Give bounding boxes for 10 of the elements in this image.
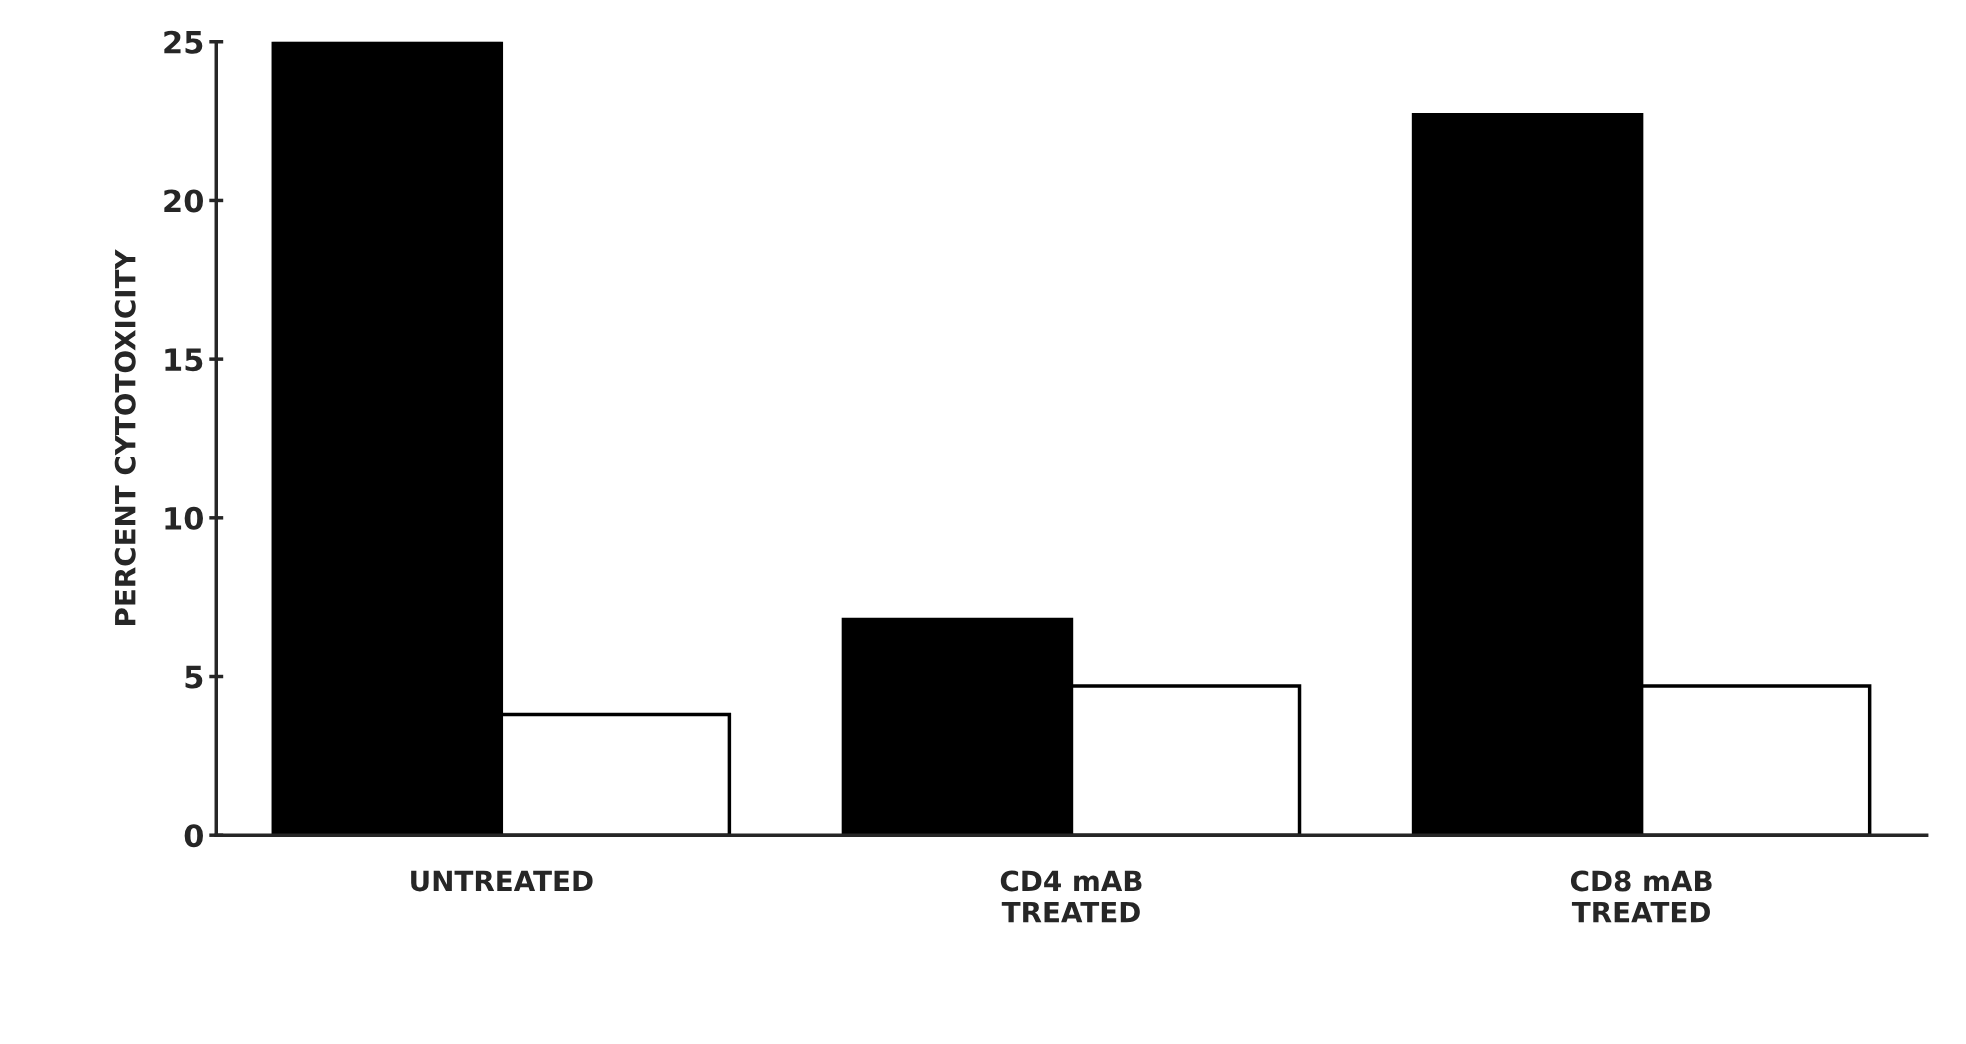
y-tick-label: 20: [164, 189, 203, 213]
y-tick-label: 10: [165, 506, 203, 530]
y-tick-label: 15: [165, 348, 203, 372]
y-tick-label: 0: [184, 824, 203, 848]
x-tick-label: CD8 mAB TREATED: [1570, 870, 1712, 923]
y-tick-label: 25: [164, 30, 203, 54]
x-tick-label: CD4 mAB TREATED: [1000, 870, 1142, 923]
y-axis-title: PERCENT CYTOTOXICITY: [114, 249, 136, 625]
y-tick-label: 5: [185, 665, 203, 689]
x-tick-label: UNTREATED: [411, 870, 593, 892]
